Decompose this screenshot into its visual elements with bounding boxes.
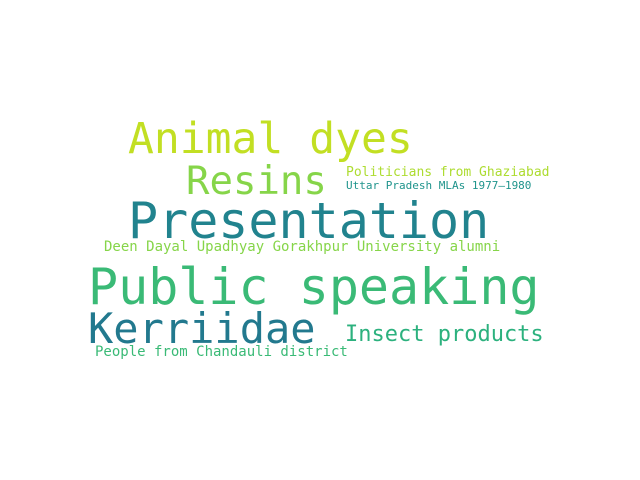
word-deen-dayal-alumni: Deen Dayal Upadhyay Gorakhpur University… [104,239,501,255]
word-politicians-from-ghaziabad: Politicians from Ghaziabad [346,165,550,180]
word-resins: Resins [186,159,327,204]
word-public-speaking: Public speaking [88,258,540,316]
word-insect-products: Insect products [345,322,544,347]
word-uttar-pradesh-mlas: Uttar Pradesh MLAs 1977–1980 [346,179,532,192]
word-animal-dyes: Animal dyes [128,114,413,164]
word-people-from-chandauli: People from Chandauli district [95,344,348,360]
word-presentation: Presentation [128,192,490,250]
word-kerriidae: Kerriidae [88,304,316,353]
